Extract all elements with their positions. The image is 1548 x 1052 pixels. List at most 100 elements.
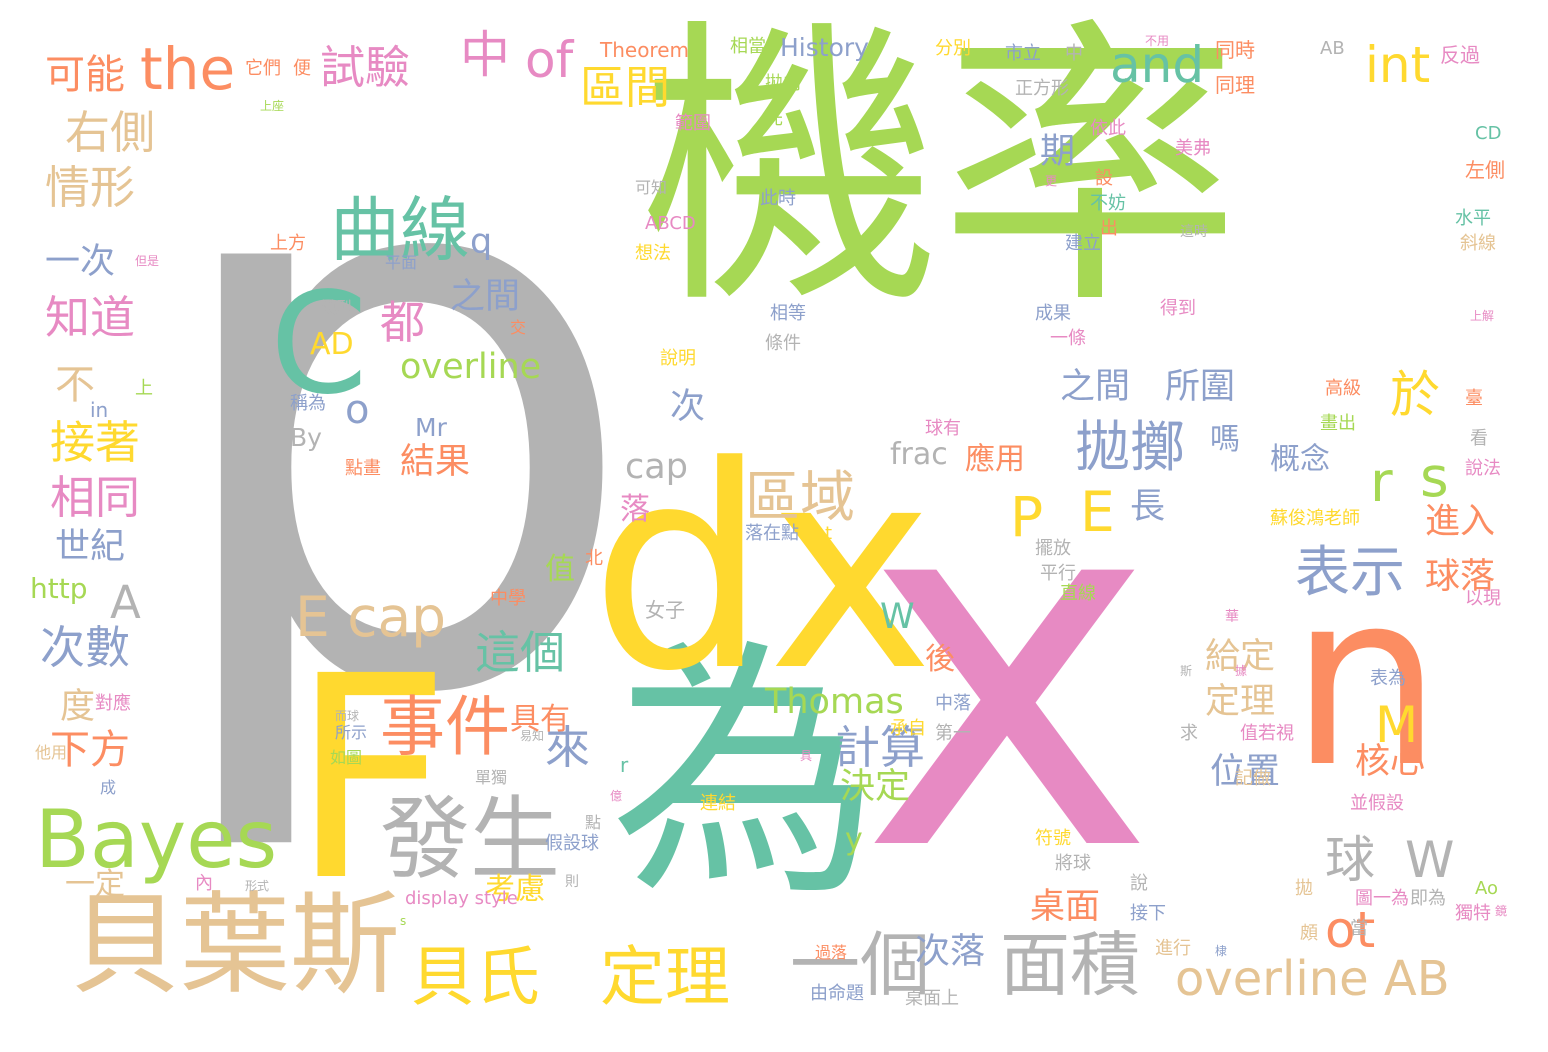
cloud-word: 所圍 [1165, 367, 1236, 407]
cloud-word: 值 [545, 552, 575, 587]
cloud-word: 點 [585, 813, 602, 832]
cloud-word: 相同 [50, 471, 141, 524]
cloud-word: 億 [610, 789, 623, 803]
cloud-word: 次 [670, 387, 706, 427]
cloud-word: 符號 [1035, 828, 1071, 849]
cloud-word: 接下 [1130, 903, 1166, 924]
cloud-word: 為 [610, 617, 880, 932]
cloud-word: A [110, 576, 141, 629]
cloud-word: 對應 [95, 693, 131, 714]
cloud-word: 一定 [65, 867, 125, 902]
cloud-word: P [1010, 485, 1044, 549]
cloud-word: 建立 [1065, 233, 1101, 254]
cloud-word: 上 [135, 378, 153, 399]
cloud-word: F [290, 617, 452, 943]
cloud-word: Mr [415, 413, 447, 442]
cloud-word: 範圍 [675, 113, 711, 134]
cloud-word: 形式 [245, 879, 270, 893]
cloud-word: AD [310, 327, 354, 362]
cloud-word: 具 [800, 749, 813, 763]
cloud-word: dx [590, 407, 934, 733]
cloud-word: 斯 [1180, 664, 1193, 678]
cloud-word: 不妨 [1090, 193, 1126, 214]
cloud-word: 可能 [45, 52, 125, 98]
cloud-word: 位置 [1210, 752, 1281, 792]
cloud-word: 直線 [1060, 583, 1096, 604]
cloud-word: 可知 [635, 178, 668, 197]
cloud-word: 更 [1045, 174, 1058, 188]
cloud-word: 之間 [1060, 367, 1131, 407]
cloud-word: 期 [1040, 132, 1076, 172]
cloud-word: 平行 [1040, 563, 1076, 584]
cloud-word: o [345, 387, 370, 433]
cloud-word: 反過 [1440, 43, 1480, 67]
cloud-word: 之間 [450, 277, 521, 317]
cloud-word: 同理 [1215, 73, 1255, 97]
cloud-word: 進行 [1155, 938, 1191, 959]
cloud-word: of [525, 31, 574, 89]
cloud-word: 一條 [1050, 328, 1086, 349]
cloud-word: 條件 [765, 333, 801, 354]
cloud-word: 假設球 [545, 833, 599, 854]
cloud-word: By [290, 423, 322, 452]
cloud-word: 內 [195, 873, 213, 894]
cloud-word: 拋向 [765, 73, 801, 94]
cloud-word: 而球 [335, 709, 360, 723]
cloud-word: M [1375, 696, 1419, 754]
cloud-word: 第一 [935, 723, 971, 744]
cloud-word: 試驗 [320, 41, 411, 94]
cloud-word: 得到 [1160, 298, 1196, 319]
cloud-word: W [880, 597, 915, 637]
cloud-word: 中落 [935, 693, 971, 714]
cloud-word: 情形 [45, 161, 136, 214]
cloud-word: 中學 [490, 588, 526, 609]
cloud-word: 落在點 [745, 523, 799, 544]
cloud-word: 即為 [1410, 888, 1446, 909]
cloud-word: 面積 [1000, 924, 1140, 1006]
cloud-word: 承自 [890, 718, 926, 739]
cloud-word: 臺 [1465, 388, 1483, 409]
cloud-word: History [780, 33, 869, 62]
cloud-word: 分別 [935, 38, 971, 59]
cloud-word: 稱為 [290, 393, 326, 414]
cloud-word: AB [1320, 38, 1345, 59]
cloud-word: 它們 [245, 58, 281, 79]
cloud-word: 事件 [380, 690, 511, 765]
cloud-word: 球落 [1425, 557, 1496, 597]
cloud-word: 正方形 [1015, 78, 1069, 99]
cloud-word: 相等 [770, 303, 806, 324]
cloud-word: 左側 [1465, 158, 1505, 182]
cloud-word: 斜線 [1460, 233, 1496, 254]
cloud-word: 計算 [835, 721, 926, 774]
cloud-word: 平面 [385, 253, 418, 272]
cloud-word: 說 [1130, 873, 1148, 894]
cloud-word: s [1420, 445, 1449, 509]
cloud-word: 女子 [645, 598, 685, 622]
cloud-word: 中 [1065, 43, 1083, 64]
cloud-word: 這個 [475, 626, 566, 679]
cloud-word: 下方 [50, 727, 130, 773]
cloud-word: 成果 [1035, 303, 1071, 324]
cloud-word: 出 [1100, 218, 1118, 239]
cloud-word: 拋擲 [1075, 415, 1186, 479]
cloud-word: http [30, 572, 88, 605]
cloud-word: 想法 [635, 243, 671, 264]
cloud-word: 看 [1470, 428, 1488, 449]
cloud-word: 說法 [1465, 458, 1501, 479]
cloud-word: 同時 [1215, 38, 1255, 62]
cloud-word: p [150, 0, 646, 864]
cloud-word: 表示 [1295, 540, 1406, 604]
cloud-word: 點畫 [345, 458, 381, 479]
cloud-word: 上座 [260, 99, 285, 113]
cloud-word: r [1370, 450, 1393, 514]
cloud-word: 如圖 [330, 748, 363, 767]
cloud-word: 區間 [580, 61, 671, 114]
cloud-word: 頗 [1300, 923, 1318, 944]
cloud-word: 獨特 [1455, 903, 1491, 924]
cloud-word: 曲線 [330, 189, 470, 271]
cloud-word: and [1110, 36, 1205, 94]
cloud-word: 決定 [840, 767, 911, 807]
cloud-word: 畫出 [1320, 413, 1356, 434]
cloud-word: 貝氏 [410, 940, 541, 1015]
cloud-word: 上解 [1470, 309, 1495, 323]
